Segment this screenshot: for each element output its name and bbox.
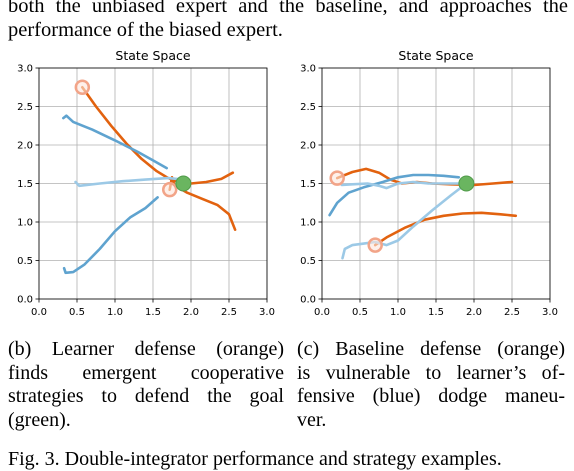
y-tick-label: 0.0 bbox=[17, 295, 33, 306]
x-tick-label: 2.0 bbox=[183, 307, 199, 318]
body-text-line: both the unbiased expert and the baselin… bbox=[8, 0, 568, 17]
y-tick-label: 2.5 bbox=[17, 102, 33, 113]
trajectory-blue bbox=[328, 173, 461, 217]
y-tick-label: 1.5 bbox=[17, 179, 33, 190]
start-marker bbox=[329, 170, 345, 186]
goal-marker bbox=[175, 175, 192, 192]
caption-line: (b) Learner defense (orange) bbox=[8, 338, 284, 360]
y-tick-label: 0.0 bbox=[300, 295, 316, 306]
x-tick-label: 1.5 bbox=[145, 307, 161, 318]
y-tick-label: 2.5 bbox=[300, 102, 316, 113]
subcaption-b: (b) Learner defense (orange) finds emerg… bbox=[8, 338, 284, 432]
start-marker bbox=[74, 79, 91, 95]
y-tick-label: 2.0 bbox=[17, 141, 33, 152]
trajectory-light_blue bbox=[340, 180, 468, 190]
caption-line: strategies to defend the goal bbox=[8, 385, 284, 407]
y-tick-label: 2.0 bbox=[300, 141, 316, 152]
caption-line: fensive (blue) dodge maneu- bbox=[297, 385, 565, 407]
caption-line: is vulnerable to learner’s of- bbox=[297, 361, 565, 384]
y-tick-label: 0.5 bbox=[17, 256, 33, 267]
caption-line: finds emergent cooperative bbox=[8, 361, 284, 384]
x-tick-label: 0.0 bbox=[31, 307, 47, 318]
figure-caption: Fig. 3. Double-integrator performance an… bbox=[8, 448, 502, 470]
x-tick-label: 2.0 bbox=[466, 307, 482, 318]
x-tick-label: 0.0 bbox=[314, 307, 330, 318]
trajectory-light_blue bbox=[341, 182, 468, 260]
trajectory-blue bbox=[62, 114, 168, 170]
caption-line: (green). bbox=[8, 408, 71, 431]
y-tick-label: 1.5 bbox=[300, 179, 316, 190]
trajectory-orange bbox=[81, 86, 235, 185]
x-tick-label: 0.5 bbox=[69, 307, 85, 318]
x-tick-label: 0.5 bbox=[352, 307, 368, 318]
y-tick-label: 3.0 bbox=[17, 64, 33, 75]
chart-c: 0.0 0.5 1.0 1.5 2.0 2.5 3.0 0.0 0.5 1.0 1.5 2.0 2.5 3… bbox=[300, 48, 558, 318]
x-tick-label: 1.5 bbox=[428, 307, 444, 318]
x-tick-label: 2.5 bbox=[504, 307, 520, 318]
figure-plots: 0.0 0.5 1.0 1.5 2.0 2.5 3.0 0.0 0.5 1.0 1.5 2.0 2.5 3… bbox=[17, 48, 558, 318]
x-tick-label: 2.5 bbox=[221, 307, 237, 318]
start-marker bbox=[367, 237, 383, 253]
trajectory-blue bbox=[62, 196, 159, 275]
x-tick-label: 3.0 bbox=[259, 307, 275, 318]
y-tick-label: 1.0 bbox=[300, 218, 316, 229]
caption-line: ver. bbox=[297, 408, 327, 431]
trajectory-orange bbox=[373, 211, 518, 247]
subcaption-c: (c) Baseline defense (orange) is vulnera… bbox=[297, 338, 565, 432]
body-text: both the unbiased expert and the baselin… bbox=[8, 0, 568, 42]
trajectory-light_blue bbox=[74, 176, 185, 188]
y-tick-label: 1.0 bbox=[17, 218, 33, 229]
chart-title: State Space bbox=[398, 48, 473, 63]
y-tick-label: 0.5 bbox=[300, 256, 316, 267]
body-text-line: performance of the biased expert. bbox=[8, 19, 283, 41]
x-tick-label: 3.0 bbox=[542, 307, 558, 318]
x-tick-label: 1.0 bbox=[390, 307, 406, 318]
goal-marker bbox=[458, 175, 475, 192]
start-marker bbox=[161, 181, 178, 198]
caption-line: (c) Baseline defense (orange) bbox=[297, 338, 565, 360]
chart-title: State Space bbox=[115, 48, 190, 63]
y-tick-label: 3.0 bbox=[300, 64, 316, 75]
x-tick-label: 1.0 bbox=[107, 307, 123, 318]
chart-b: 0.0 0.5 1.0 1.5 2.0 2.5 3.0 0.0 0.5 1.0 1.5 2.0 2.5 3… bbox=[17, 48, 275, 318]
